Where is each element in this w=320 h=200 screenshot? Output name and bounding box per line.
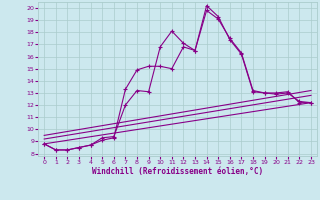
X-axis label: Windchill (Refroidissement éolien,°C): Windchill (Refroidissement éolien,°C) [92, 167, 263, 176]
